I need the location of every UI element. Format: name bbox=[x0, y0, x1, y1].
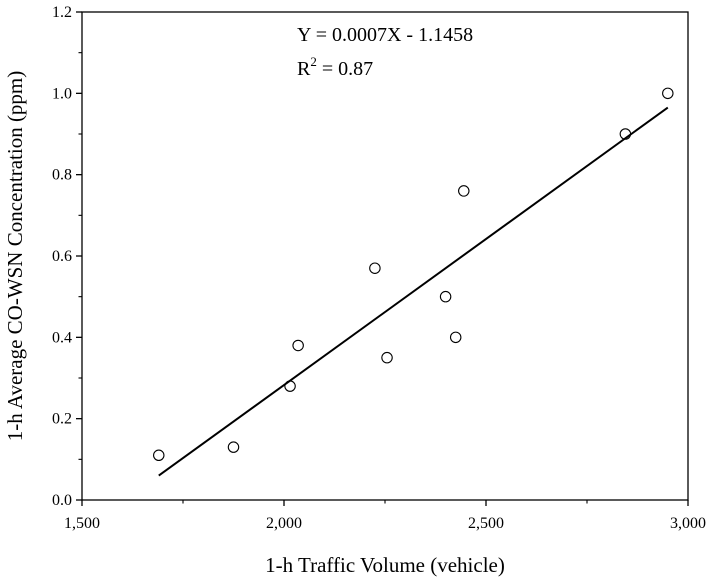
r-squared-letter: R bbox=[297, 58, 311, 80]
data-point bbox=[449, 331, 462, 344]
data-point bbox=[381, 351, 393, 364]
axes bbox=[81, 11, 689, 501]
regression-line bbox=[158, 106, 669, 477]
x-tick-label: 3,000 bbox=[670, 515, 706, 532]
y-tick-label: 0.6 bbox=[52, 248, 72, 265]
x-axis-title: 1-h Traffic Volume (vehicle) bbox=[265, 553, 505, 577]
r-squared-value: = 0.87 bbox=[317, 58, 373, 80]
x-tick-label: 2,000 bbox=[266, 515, 302, 532]
data-point bbox=[662, 87, 674, 100]
y-axis-title: 1-h Average CO-WSN Concentration (ppm) bbox=[3, 71, 27, 442]
data-points bbox=[153, 87, 674, 462]
y-tick-label: 1.0 bbox=[52, 85, 72, 102]
plot-frame bbox=[81, 11, 689, 501]
data-point bbox=[284, 380, 296, 392]
y-tick-label: 1.2 bbox=[52, 4, 72, 21]
y-tick-label: 0.0 bbox=[52, 492, 72, 509]
data-point bbox=[153, 449, 165, 462]
data-point bbox=[458, 185, 470, 197]
ticks: 1,500 2,000 2,500 3,000 0.0 0.2 0.4 0.6 0.8 1.0 1.… bbox=[52, 4, 706, 532]
y-tick-label: 0.2 bbox=[52, 411, 72, 428]
y-tick-label: 0.8 bbox=[52, 167, 72, 184]
data-point bbox=[439, 290, 452, 303]
data-point bbox=[619, 128, 632, 140]
data-point bbox=[227, 441, 240, 453]
data-point bbox=[369, 262, 381, 274]
r-squared-superscript: 2 bbox=[310, 54, 317, 69]
r-squared-annotation: R2 = 0.87 bbox=[297, 54, 373, 80]
y-tick-label: 0.4 bbox=[52, 329, 72, 346]
data-point bbox=[292, 339, 304, 352]
equation-annotation: Y = 0.0007X - 1.1458 bbox=[297, 24, 473, 46]
x-tick-label: 1,500 bbox=[64, 515, 100, 532]
x-tick-label: 2,500 bbox=[468, 515, 504, 532]
fit-line-group bbox=[158, 106, 669, 477]
